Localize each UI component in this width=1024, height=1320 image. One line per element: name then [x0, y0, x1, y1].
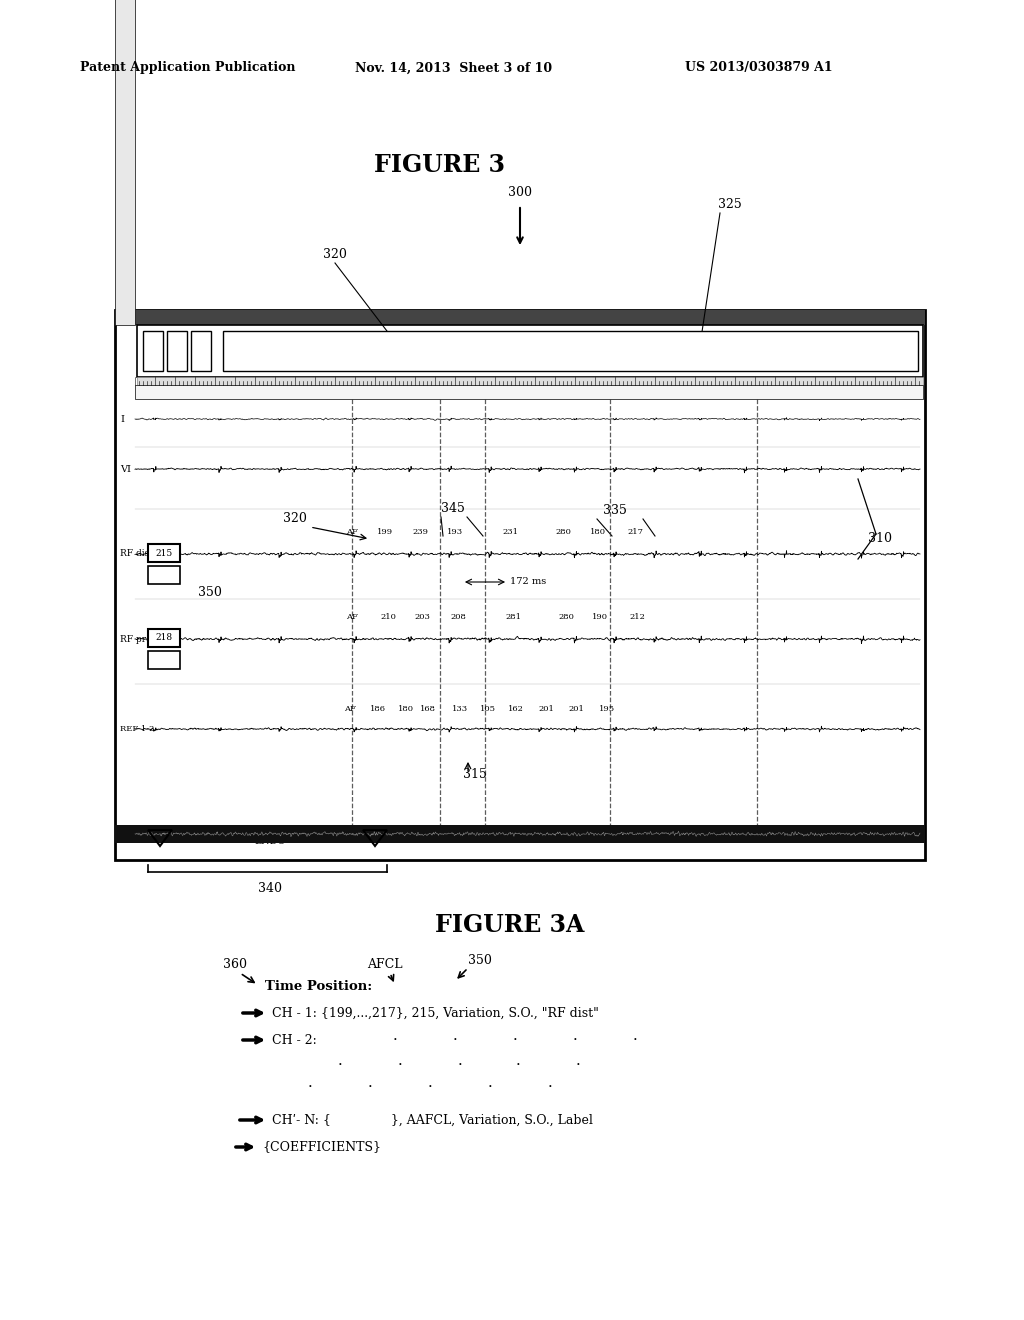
Text: Time Position:: Time Position: [265, 981, 373, 994]
Text: 217: 217 [627, 528, 643, 536]
Text: 280: 280 [555, 528, 571, 536]
Text: 345: 345 [441, 503, 465, 516]
Bar [191, 331, 211, 371]
Text: 350: 350 [198, 586, 222, 598]
Text: 193: 193 [446, 528, 463, 536]
Text: 360: 360 [223, 958, 247, 972]
Text: VI: VI [120, 465, 131, 474]
Bar [148, 630, 180, 647]
Text: 320: 320 [283, 512, 307, 525]
Bar [148, 651, 180, 669]
Text: df: df [120, 829, 130, 838]
Text: ·: · [392, 1034, 397, 1047]
Text: 162: 162 [508, 705, 524, 713]
Text: 180: 180 [590, 528, 606, 536]
Text: REF 1-2: REF 1-2 [120, 725, 155, 733]
Bar [148, 544, 180, 562]
Bar [115, 825, 925, 843]
Text: 180: 180 [398, 705, 414, 713]
Bar [223, 331, 918, 371]
Text: ·: · [428, 1080, 432, 1094]
Text: 315: 315 [463, 767, 487, 780]
Text: ·: · [307, 1080, 312, 1094]
Text: {COEFFICIENTS}: {COEFFICIENTS} [262, 1140, 381, 1154]
Text: 231: 231 [502, 528, 518, 536]
Bar [115, 310, 925, 325]
Text: ·: · [453, 1034, 458, 1047]
Bar [143, 331, 163, 371]
Text: 201: 201 [538, 705, 554, 713]
Text: Patent Application Publication: Patent Application Publication [80, 62, 296, 74]
Bar [115, 0, 135, 325]
Text: RF prox: RF prox [120, 635, 157, 644]
Bar [148, 566, 180, 583]
Text: AFCL: AFCL [368, 958, 402, 972]
Text: 105: 105 [480, 705, 496, 713]
Text: ·: · [513, 1034, 517, 1047]
Bar [137, 378, 923, 385]
Text: ENDO: ENDO [254, 837, 286, 846]
Text: 133: 133 [452, 705, 468, 713]
Text: ·: · [572, 1034, 578, 1047]
Text: 310: 310 [868, 532, 892, 545]
Text: ·: · [487, 1080, 493, 1094]
Bar [135, 385, 923, 399]
Text: 335: 335 [603, 504, 627, 517]
Text: 208: 208 [451, 612, 466, 620]
Text: I: I [120, 414, 124, 424]
Text: ·: · [458, 1059, 463, 1072]
Text: 281: 281 [505, 612, 521, 620]
Text: 215: 215 [156, 549, 173, 557]
Text: 218: 218 [156, 634, 173, 643]
Text: 172 ms: 172 ms [510, 578, 546, 586]
Text: CH - 1: {199,...,217}, 215, Variation, S.O., "RF dist": CH - 1: {199,...,217}, 215, Variation, S… [272, 1006, 599, 1019]
Text: 212: 212 [629, 612, 645, 620]
Text: 239: 239 [412, 528, 428, 536]
Text: 199: 199 [377, 528, 393, 536]
Text: 320: 320 [323, 248, 347, 261]
Text: 201: 201 [568, 705, 584, 713]
Text: ·: · [633, 1034, 637, 1047]
Text: ·: · [515, 1059, 520, 1072]
Text: 186: 186 [370, 705, 386, 713]
Text: 350: 350 [468, 953, 492, 966]
Text: ·: · [548, 1080, 552, 1094]
Text: AF: AF [346, 612, 358, 620]
Text: 340: 340 [258, 882, 282, 895]
Text: AF: AF [346, 528, 358, 536]
Text: 210: 210 [380, 612, 396, 620]
Text: RF dist: RF dist [120, 549, 153, 558]
Text: 168: 168 [420, 705, 436, 713]
Text: 203: 203 [414, 612, 430, 620]
Text: 190: 190 [592, 612, 608, 620]
Bar [167, 331, 187, 371]
Bar [137, 325, 923, 378]
Bar [115, 310, 925, 861]
Text: US 2013/0303879 A1: US 2013/0303879 A1 [685, 62, 833, 74]
Text: ·: · [338, 1059, 342, 1072]
Text: CH - 2:: CH - 2: [272, 1034, 316, 1047]
Text: FIGURE 3A: FIGURE 3A [435, 913, 585, 937]
Text: 280: 280 [558, 612, 573, 620]
Text: ·: · [575, 1059, 581, 1072]
Text: CHʹ- N: {               }, AAFCL, Variation, S.O., Label: CHʹ- N: { }, AAFCL, Variation, S.O., Lab… [272, 1114, 593, 1126]
Text: 300: 300 [508, 186, 532, 199]
Text: ·: · [397, 1059, 402, 1072]
Text: FIGURE 3: FIGURE 3 [375, 153, 506, 177]
Text: AF: AF [344, 705, 356, 713]
Text: 195: 195 [599, 705, 615, 713]
Text: 325: 325 [718, 198, 741, 211]
Text: ·: · [368, 1080, 373, 1094]
Text: Nov. 14, 2013  Sheet 3 of 10: Nov. 14, 2013 Sheet 3 of 10 [355, 62, 552, 74]
